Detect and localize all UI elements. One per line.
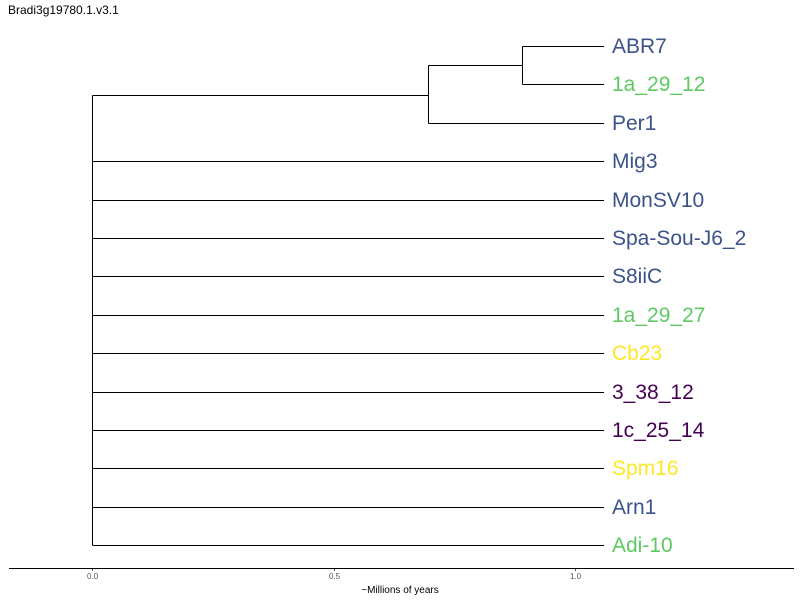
tip-label: ABR7 [612, 35, 667, 58]
tip-label: Per1 [612, 112, 656, 135]
tip-label: MonSV10 [612, 189, 704, 212]
tip-label: Mig3 [612, 150, 658, 173]
x-axis-ticks: 0.0 0.5 1.0 [87, 569, 582, 581]
x-axis-tick-label: 0.5 [329, 572, 341, 581]
x-axis-tick-label: 1.0 [570, 572, 582, 581]
tip-label: Spa-Sou-J6_2 [612, 227, 746, 250]
page-title: Bradi3g19780.1.v3.1 [8, 3, 119, 17]
x-axis: 0.0 0.5 1.0 ~Millions of years [9, 568, 794, 596]
tip-label: Arn1 [612, 496, 656, 519]
x-axis-tick-label: 0.0 [87, 572, 99, 581]
tip-label: Cb23 [612, 342, 662, 365]
tree-branches [92, 46, 604, 546]
tip-label: S8iiC [612, 265, 662, 288]
tip-label: 3_38_12 [612, 381, 694, 404]
tip-label: Spm16 [612, 457, 679, 480]
tip-label: 1a_29_12 [612, 73, 705, 96]
tip-label: Adi-10 [612, 534, 673, 557]
tip-label: 1c_25_14 [612, 419, 705, 442]
x-axis-title: ~Millions of years [361, 585, 439, 596]
tip-label: 1a_29_27 [612, 304, 705, 327]
tip-labels: ABR7 1a_29_12 Per1 Mig3 MonSV10 Spa-Sou-J6_2 S… [612, 35, 746, 557]
